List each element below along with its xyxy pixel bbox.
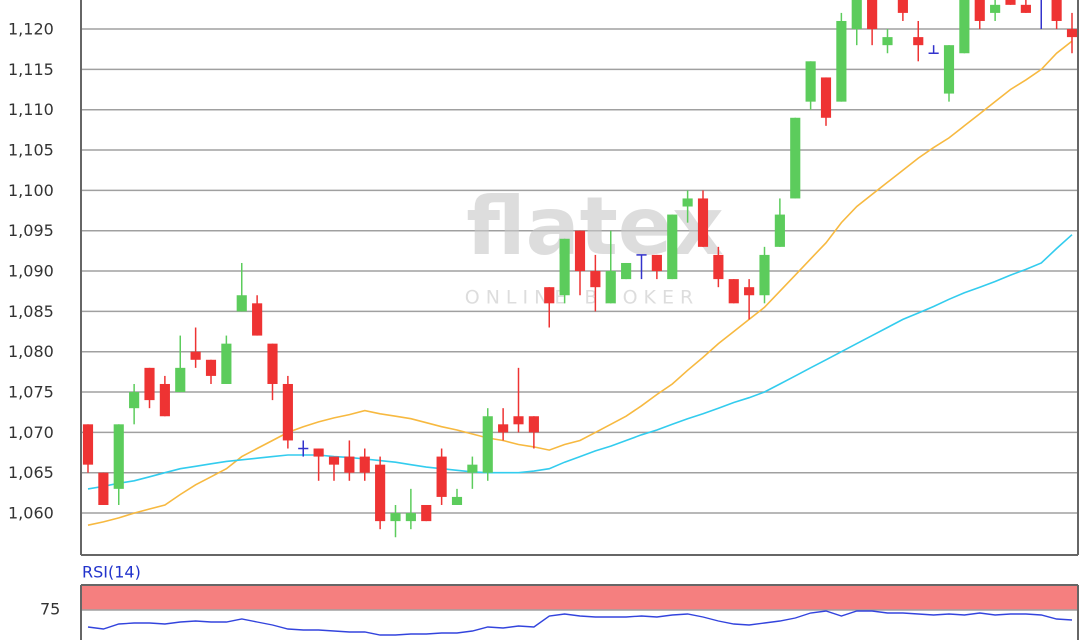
- candle-body: [129, 392, 140, 409]
- candle-body: [651, 254, 662, 272]
- candle-body: [375, 464, 386, 522]
- rsi-panel: RSI(14) 75: [40, 563, 1079, 640]
- candle-body: [467, 464, 478, 473]
- candle-body: [867, 0, 878, 30]
- y-tick-label: 1,110: [8, 100, 54, 119]
- candle-body: [113, 424, 124, 489]
- candle-body: [805, 61, 816, 102]
- candle-body: [621, 262, 632, 280]
- y-tick-label: 75: [40, 600, 60, 619]
- moving-average-line: [87, 234, 1073, 490]
- candle-body: [498, 424, 509, 433]
- candle-body: [528, 416, 539, 433]
- y-tick-label: 1,090: [8, 262, 54, 281]
- candle-body: [1005, 0, 1016, 5]
- candle-body: [836, 20, 847, 102]
- candle-body: [943, 45, 955, 94]
- candle-body: [974, 0, 985, 21]
- y-tick-label: 1,100: [8, 181, 54, 200]
- candle-body: [697, 198, 709, 247]
- candle-body: [759, 254, 770, 296]
- candle-body: [513, 416, 524, 425]
- candle-body: [175, 367, 186, 393]
- candle-body: [1066, 29, 1078, 38]
- candle-body: [913, 37, 924, 46]
- candle-body: [605, 271, 616, 304]
- y-tick-label: 1,060: [8, 504, 54, 523]
- candle-body: [159, 383, 170, 417]
- candle-body: [774, 214, 785, 247]
- candle-body: [236, 295, 247, 312]
- candle-body: [682, 198, 693, 207]
- candle-body: [820, 77, 832, 118]
- y-tick-label: 1,075: [8, 383, 54, 402]
- candle-body: [390, 513, 401, 522]
- candle-body: [728, 279, 739, 304]
- candle-body: [1020, 4, 1031, 13]
- candle-body: [436, 456, 447, 497]
- candle-body: [482, 416, 493, 473]
- candle-body: [667, 214, 678, 280]
- candle-body: [959, 0, 970, 54]
- candle-body: [267, 343, 278, 384]
- candle-body: [144, 367, 155, 401]
- y-tick-label: 1,120: [8, 20, 54, 39]
- price-panel: 1,060 1,065 1,070 1,075 1,080 1,085 1,090 1,095…: [8, 0, 1079, 556]
- candle-body: [359, 456, 370, 473]
- candle-body: [851, 0, 862, 30]
- candle-body: [221, 343, 232, 384]
- candle-body: [544, 287, 555, 304]
- y-tick-label: 1,070: [8, 423, 54, 442]
- candle-body: [590, 271, 601, 288]
- candle-body: [713, 254, 724, 280]
- candle-body: [205, 359, 217, 376]
- candle-body: [282, 383, 293, 441]
- y-tick-label: 1,085: [8, 302, 54, 321]
- panel-title: RSI(14): [82, 563, 141, 582]
- candle-body: [897, 0, 908, 13]
- moving-average-line: [87, 40, 1073, 526]
- y-tick-label: 1,115: [8, 60, 54, 79]
- watermark-sub: ONLINE BROKER: [465, 287, 699, 309]
- candle-body: [313, 448, 324, 457]
- candle-body: [98, 472, 109, 505]
- candle-body: [252, 303, 263, 336]
- candle-body: [1051, 0, 1062, 21]
- overbought-band: [82, 585, 1078, 610]
- candle-body: [344, 456, 355, 473]
- candle-body: [190, 351, 201, 360]
- candle-body: [882, 37, 893, 46]
- y-tick-label: 1,065: [8, 463, 54, 482]
- y-tick-label: 1,080: [8, 342, 54, 361]
- candle-body: [574, 230, 586, 272]
- rsi-line: [87, 610, 1073, 636]
- candle-body: [790, 117, 801, 199]
- candle-body: [990, 4, 1001, 13]
- candle-body: [405, 513, 416, 522]
- y-tick-label: 1,105: [8, 141, 54, 160]
- y-tick-label: 1,095: [8, 221, 54, 240]
- candle-body: [82, 424, 94, 465]
- candle-body: [421, 504, 432, 522]
- candles: [82, 0, 1078, 538]
- candle-body: [559, 238, 570, 296]
- candle-body: [328, 456, 340, 465]
- candle-body: [451, 496, 463, 505]
- candle-body: [744, 287, 755, 296]
